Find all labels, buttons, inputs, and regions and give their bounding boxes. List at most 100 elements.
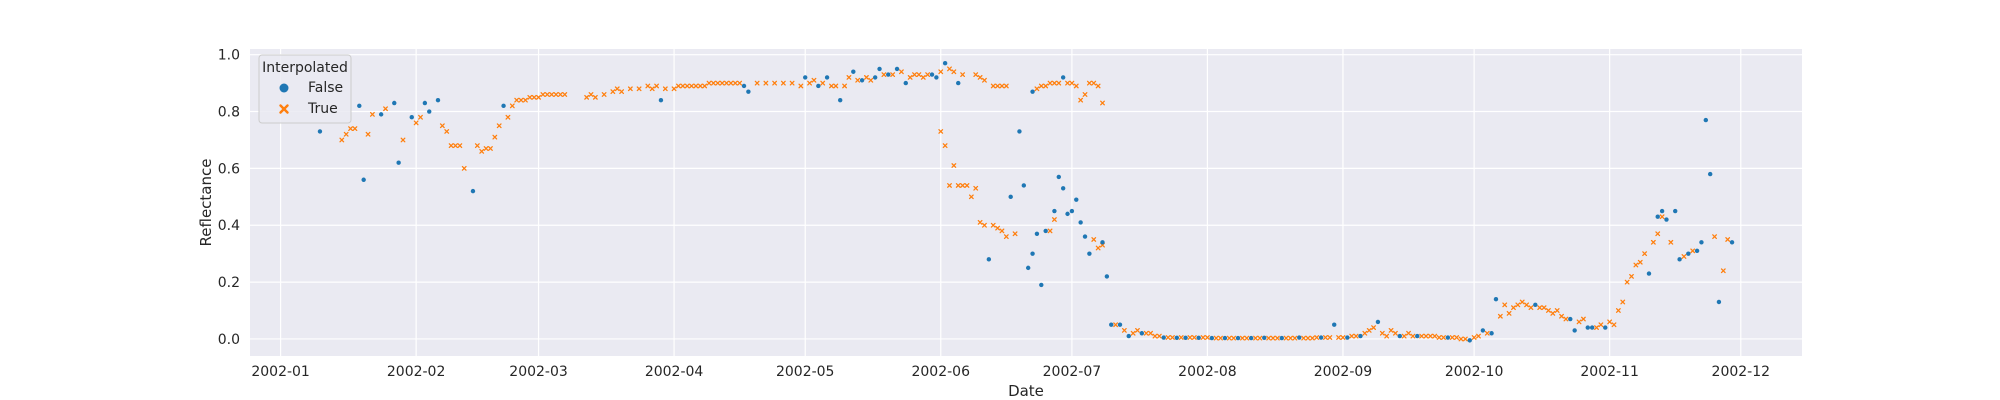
data-point <box>1074 197 1079 202</box>
data-point <box>1594 325 1599 331</box>
data-point <box>990 222 996 228</box>
data-point <box>798 83 804 89</box>
data-point <box>1673 208 1678 214</box>
data-point <box>947 66 952 72</box>
legend-title: Interpolated <box>262 60 348 76</box>
data-point <box>536 94 541 100</box>
data-point <box>1060 186 1066 191</box>
data-point <box>1366 327 1372 333</box>
data-point <box>1445 335 1451 340</box>
data-point <box>1642 251 1648 257</box>
data-point <box>1484 330 1490 336</box>
data-point <box>522 97 528 103</box>
data-point <box>1069 80 1075 86</box>
data-point <box>1563 316 1569 322</box>
data-point <box>1253 335 1258 341</box>
data-point <box>1506 310 1512 316</box>
data-point <box>1480 328 1486 333</box>
data-point <box>837 97 843 103</box>
data-point <box>1489 331 1494 336</box>
data-point <box>1646 271 1652 276</box>
data-point <box>1170 335 1175 340</box>
data-point <box>1633 262 1639 268</box>
data-point <box>1262 335 1267 341</box>
data-point <box>1664 217 1669 222</box>
data-point <box>1226 335 1232 341</box>
data-point <box>1598 322 1604 328</box>
data-point <box>1091 80 1097 86</box>
data-point <box>400 137 406 143</box>
data-point <box>1703 117 1709 123</box>
x-tick-labels: 2002-01 2002-02 2002-03 2002-04 2002-05 2002-… <box>251 364 1770 380</box>
data-point <box>811 77 817 83</box>
data-point <box>614 86 620 92</box>
data-point <box>947 183 952 188</box>
data-point <box>1244 335 1250 341</box>
data-point <box>1388 327 1394 333</box>
data-point <box>1576 319 1582 325</box>
x-tick-label: 2002-09 <box>1314 364 1373 380</box>
data-point <box>1082 92 1088 97</box>
data-point <box>986 257 992 262</box>
data-point <box>1725 237 1731 242</box>
data-point <box>990 83 996 89</box>
data-point <box>531 94 537 100</box>
data-point <box>851 69 856 74</box>
data-point <box>1655 214 1660 219</box>
data-point <box>1541 305 1547 311</box>
data-point <box>1239 335 1245 341</box>
data-point <box>496 123 502 129</box>
x-tick-label: 2002-12 <box>1712 364 1771 380</box>
data-point <box>1060 75 1066 80</box>
data-point <box>1274 335 1280 341</box>
data-point <box>444 129 450 134</box>
data-point <box>1467 338 1472 343</box>
data-point <box>1707 171 1713 177</box>
data-point <box>1087 251 1092 256</box>
data-point <box>973 185 979 191</box>
data-point <box>549 92 555 97</box>
data-point <box>724 80 729 86</box>
data-point <box>1301 335 1307 341</box>
data-point <box>710 80 716 86</box>
data-point <box>1100 240 1105 245</box>
data-point <box>1034 86 1040 92</box>
data-point <box>1659 208 1665 214</box>
data-point <box>951 69 957 75</box>
data-point <box>1047 80 1053 86</box>
data-point <box>1650 239 1656 245</box>
data-point <box>1401 333 1407 339</box>
data-point <box>474 143 480 149</box>
data-point <box>1205 335 1210 340</box>
data-point <box>540 92 546 97</box>
data-point <box>1668 239 1674 245</box>
data-point <box>1126 333 1131 339</box>
data-point <box>894 66 900 72</box>
data-point <box>780 80 786 86</box>
x-tick-label: 2002-04 <box>645 364 704 380</box>
data-point <box>1065 211 1070 217</box>
y-tick-label: 1.0 <box>218 48 240 64</box>
data-point <box>1288 335 1293 341</box>
data-point <box>1699 240 1704 245</box>
data-point <box>1677 257 1682 262</box>
data-point <box>1550 310 1556 316</box>
data-point <box>942 143 948 149</box>
x-tick-label: 2002-10 <box>1445 364 1504 380</box>
data-point <box>553 92 559 97</box>
data-point <box>1427 333 1433 339</box>
data-point <box>1047 228 1053 234</box>
data-point <box>1729 240 1735 245</box>
data-point <box>1051 217 1057 222</box>
data-point <box>1655 231 1661 237</box>
x-tick-label: 2002-07 <box>1043 364 1102 380</box>
data-point <box>680 83 686 89</box>
data-point <box>1462 336 1468 342</box>
data-point <box>1537 305 1543 311</box>
data-point <box>1580 316 1586 322</box>
data-point <box>1309 335 1315 341</box>
data-point <box>1423 333 1429 339</box>
data-point <box>1392 330 1398 336</box>
data-point <box>1086 80 1092 86</box>
data-point <box>1034 231 1040 236</box>
